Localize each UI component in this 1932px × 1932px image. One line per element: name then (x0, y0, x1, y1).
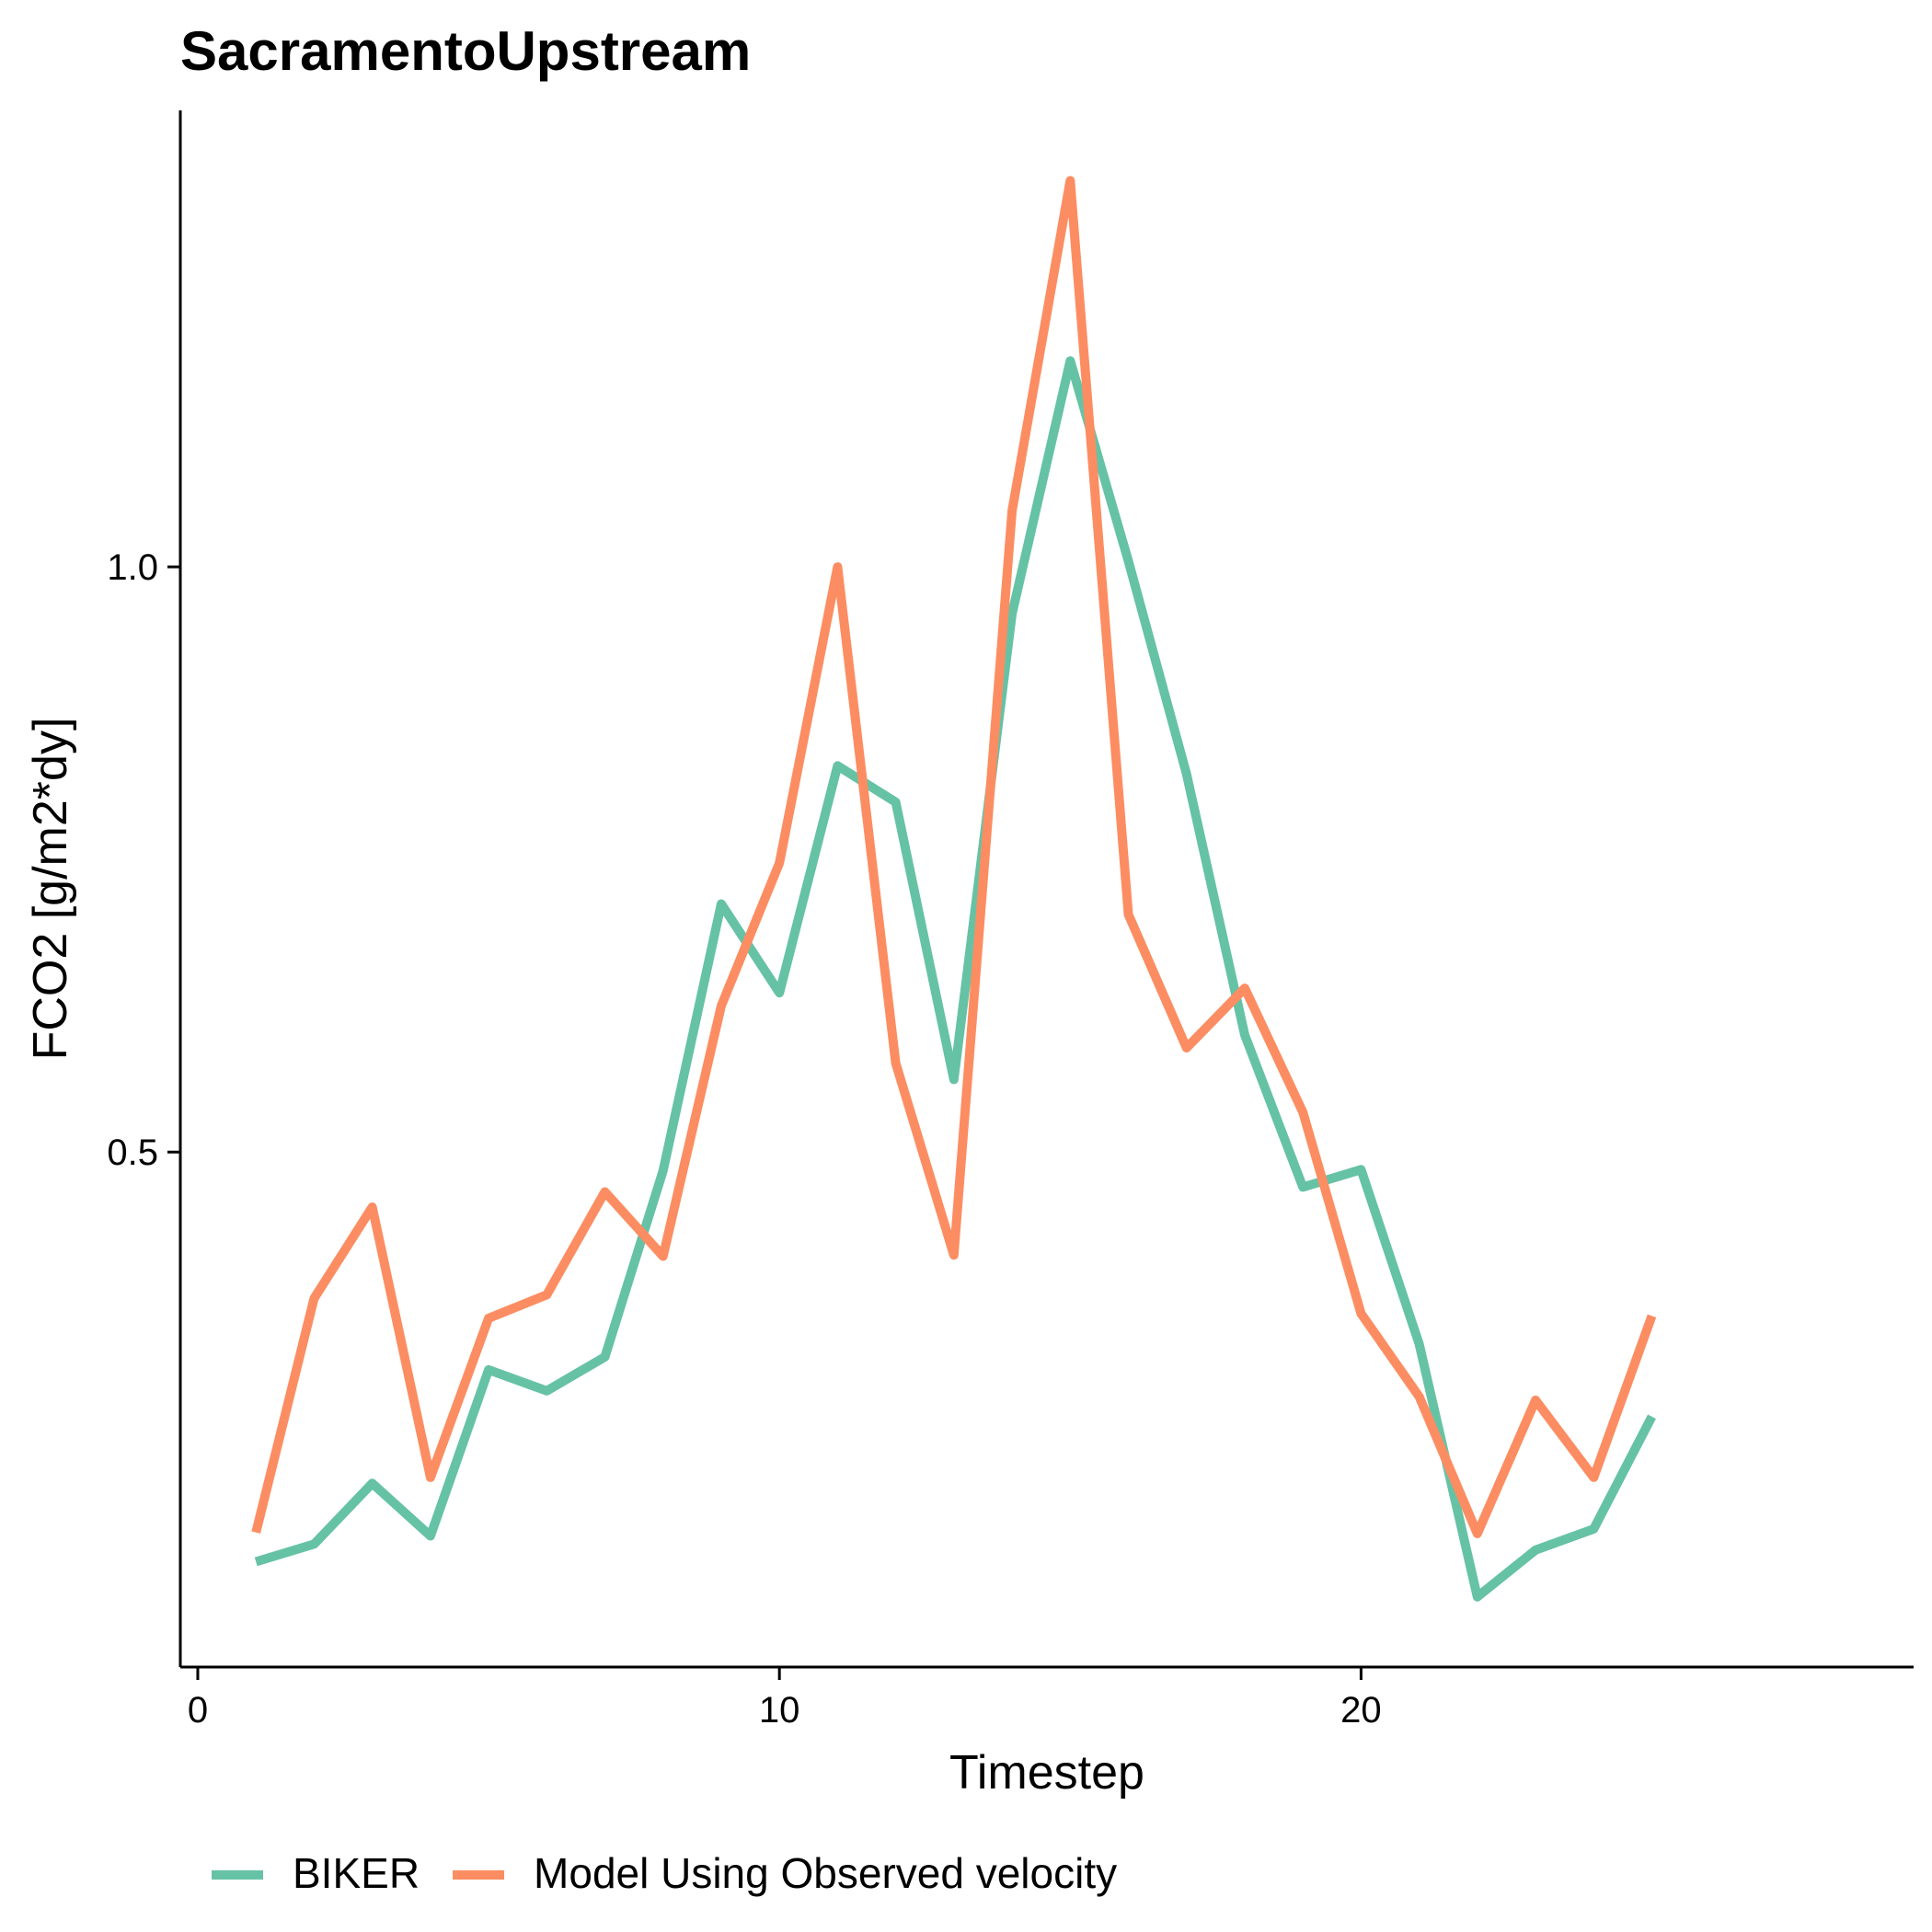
x-axis-ticks: 0 10 20 (188, 1667, 1382, 1731)
series-line-model-using-observed-velocity (251, 176, 1657, 1538)
y-tick-label: 1.0 (107, 547, 158, 588)
x-axis-title: Timestep (949, 1746, 1144, 1800)
x-tick-label: 10 (759, 1690, 800, 1731)
x-tick-label: 20 (1340, 1690, 1382, 1731)
y-tick-label: 0.5 (107, 1133, 158, 1173)
y-axis-ticks: 0.5 1.0 (107, 547, 180, 1173)
legend-label-biker: BIKER (293, 1849, 420, 1897)
y-axis-title: FCO2 [g/m2*dy] (24, 718, 77, 1061)
legend-label-model-using-observed-velocity: Model Using Observed velocity (534, 1849, 1117, 1897)
x-tick-label: 0 (188, 1690, 208, 1731)
series-line-biker (254, 356, 1656, 1602)
chart-title: SacramentoUpstream (180, 20, 751, 82)
series-lines (251, 176, 1657, 1602)
legend: BIKER Model Using Observed velocity (212, 1849, 1117, 1897)
